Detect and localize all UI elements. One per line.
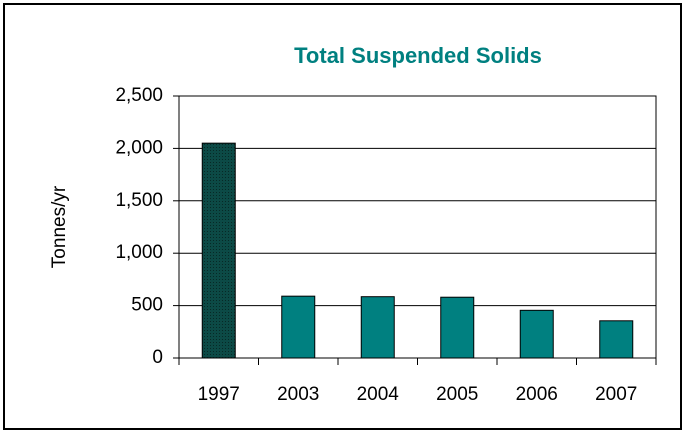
bar xyxy=(440,296,475,359)
y-tick-label: 2,000 xyxy=(115,137,163,158)
x-tick-label: 2005 xyxy=(436,384,478,405)
bar-texture xyxy=(202,143,236,358)
bar xyxy=(281,295,316,359)
x-tick-label: 2007 xyxy=(595,384,637,405)
y-tick-label: 1,000 xyxy=(115,242,163,263)
y-tick-label: 2,500 xyxy=(115,85,163,106)
x-tick-label: 2006 xyxy=(516,384,558,405)
y-tick-label: 500 xyxy=(131,295,163,316)
x-tick-label: 2004 xyxy=(357,384,400,405)
bar xyxy=(360,296,395,359)
chart-title: Total Suspended Solids xyxy=(294,43,542,68)
x-tick-label: 1997 xyxy=(198,384,240,405)
y-tick-label: 1,500 xyxy=(115,190,163,211)
y-tick-label: 0 xyxy=(152,347,163,368)
bar xyxy=(599,320,634,359)
bar xyxy=(519,309,554,359)
x-tick-label: 2003 xyxy=(277,384,319,405)
y-axis-label: Tonnes/yr xyxy=(49,185,70,268)
